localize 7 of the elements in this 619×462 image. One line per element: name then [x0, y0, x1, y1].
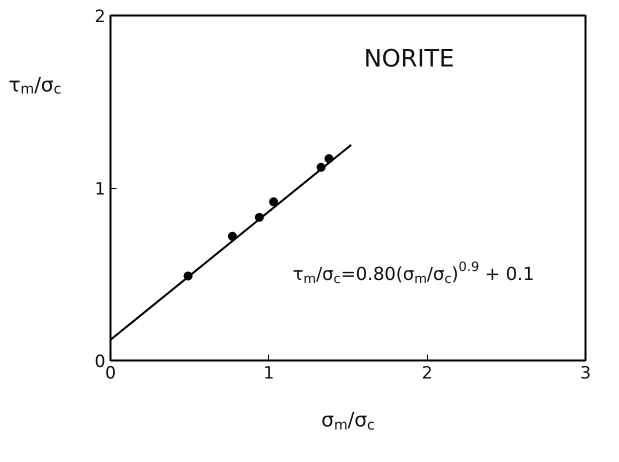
y-tick-label: 1: [94, 180, 106, 200]
annotation: NORITE: [364, 44, 454, 73]
point: [269, 197, 278, 206]
x-tick-label: 2: [422, 364, 433, 384]
x-tick-label: 1: [263, 364, 274, 384]
x-tick-label: 3: [580, 364, 591, 384]
y-tick-label: 2: [94, 7, 106, 27]
